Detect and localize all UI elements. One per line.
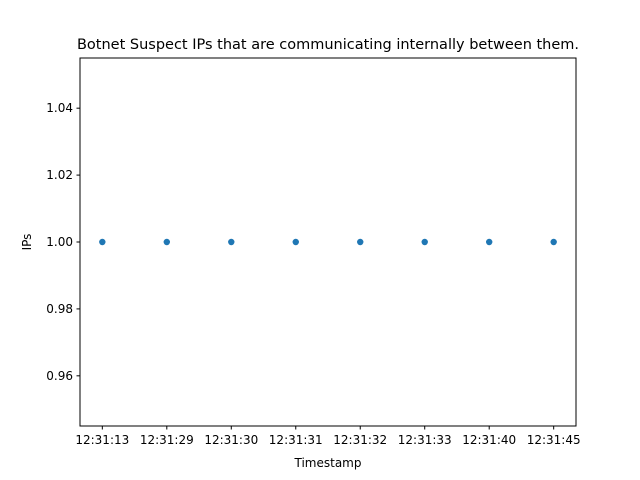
data-point	[292, 238, 299, 246]
y-tick-label: 1.02	[46, 168, 73, 182]
x-tick-label: 12:31:29	[140, 433, 194, 447]
x-tick-label: 12:31:13	[75, 433, 129, 447]
x-tick-label: 12:31:30	[204, 433, 258, 447]
x-tick-label: 12:31:45	[527, 433, 581, 447]
data-point	[550, 238, 557, 246]
x-tick-label: 12:31:31	[269, 433, 323, 447]
x-tick-label: 12:31:33	[398, 433, 452, 447]
data-point	[357, 238, 364, 246]
plot-frame	[79, 57, 577, 427]
y-axis-label: IPs	[20, 234, 34, 251]
x-tick-label: 12:31:40	[462, 433, 516, 447]
data-point	[421, 238, 428, 246]
data-point	[486, 238, 493, 246]
data-point	[99, 238, 106, 246]
y-tick-label: 1.00	[46, 235, 73, 249]
plot-area: 0.96 0.98 1.00 1.02 1.04 12:31:13 12:31:29 12:3…	[46, 101, 580, 447]
chart-title: Botnet Suspect IPs that are communicatin…	[77, 37, 579, 53]
y-tick-label: 0.96	[46, 369, 73, 383]
data-point	[228, 238, 235, 246]
y-tick-label: 0.98	[46, 302, 73, 316]
y-tick-label: 1.04	[46, 101, 73, 115]
x-tick-label: 12:31:32	[333, 433, 387, 447]
data-point	[163, 238, 170, 246]
x-axis-label: Timestamp	[294, 456, 362, 470]
